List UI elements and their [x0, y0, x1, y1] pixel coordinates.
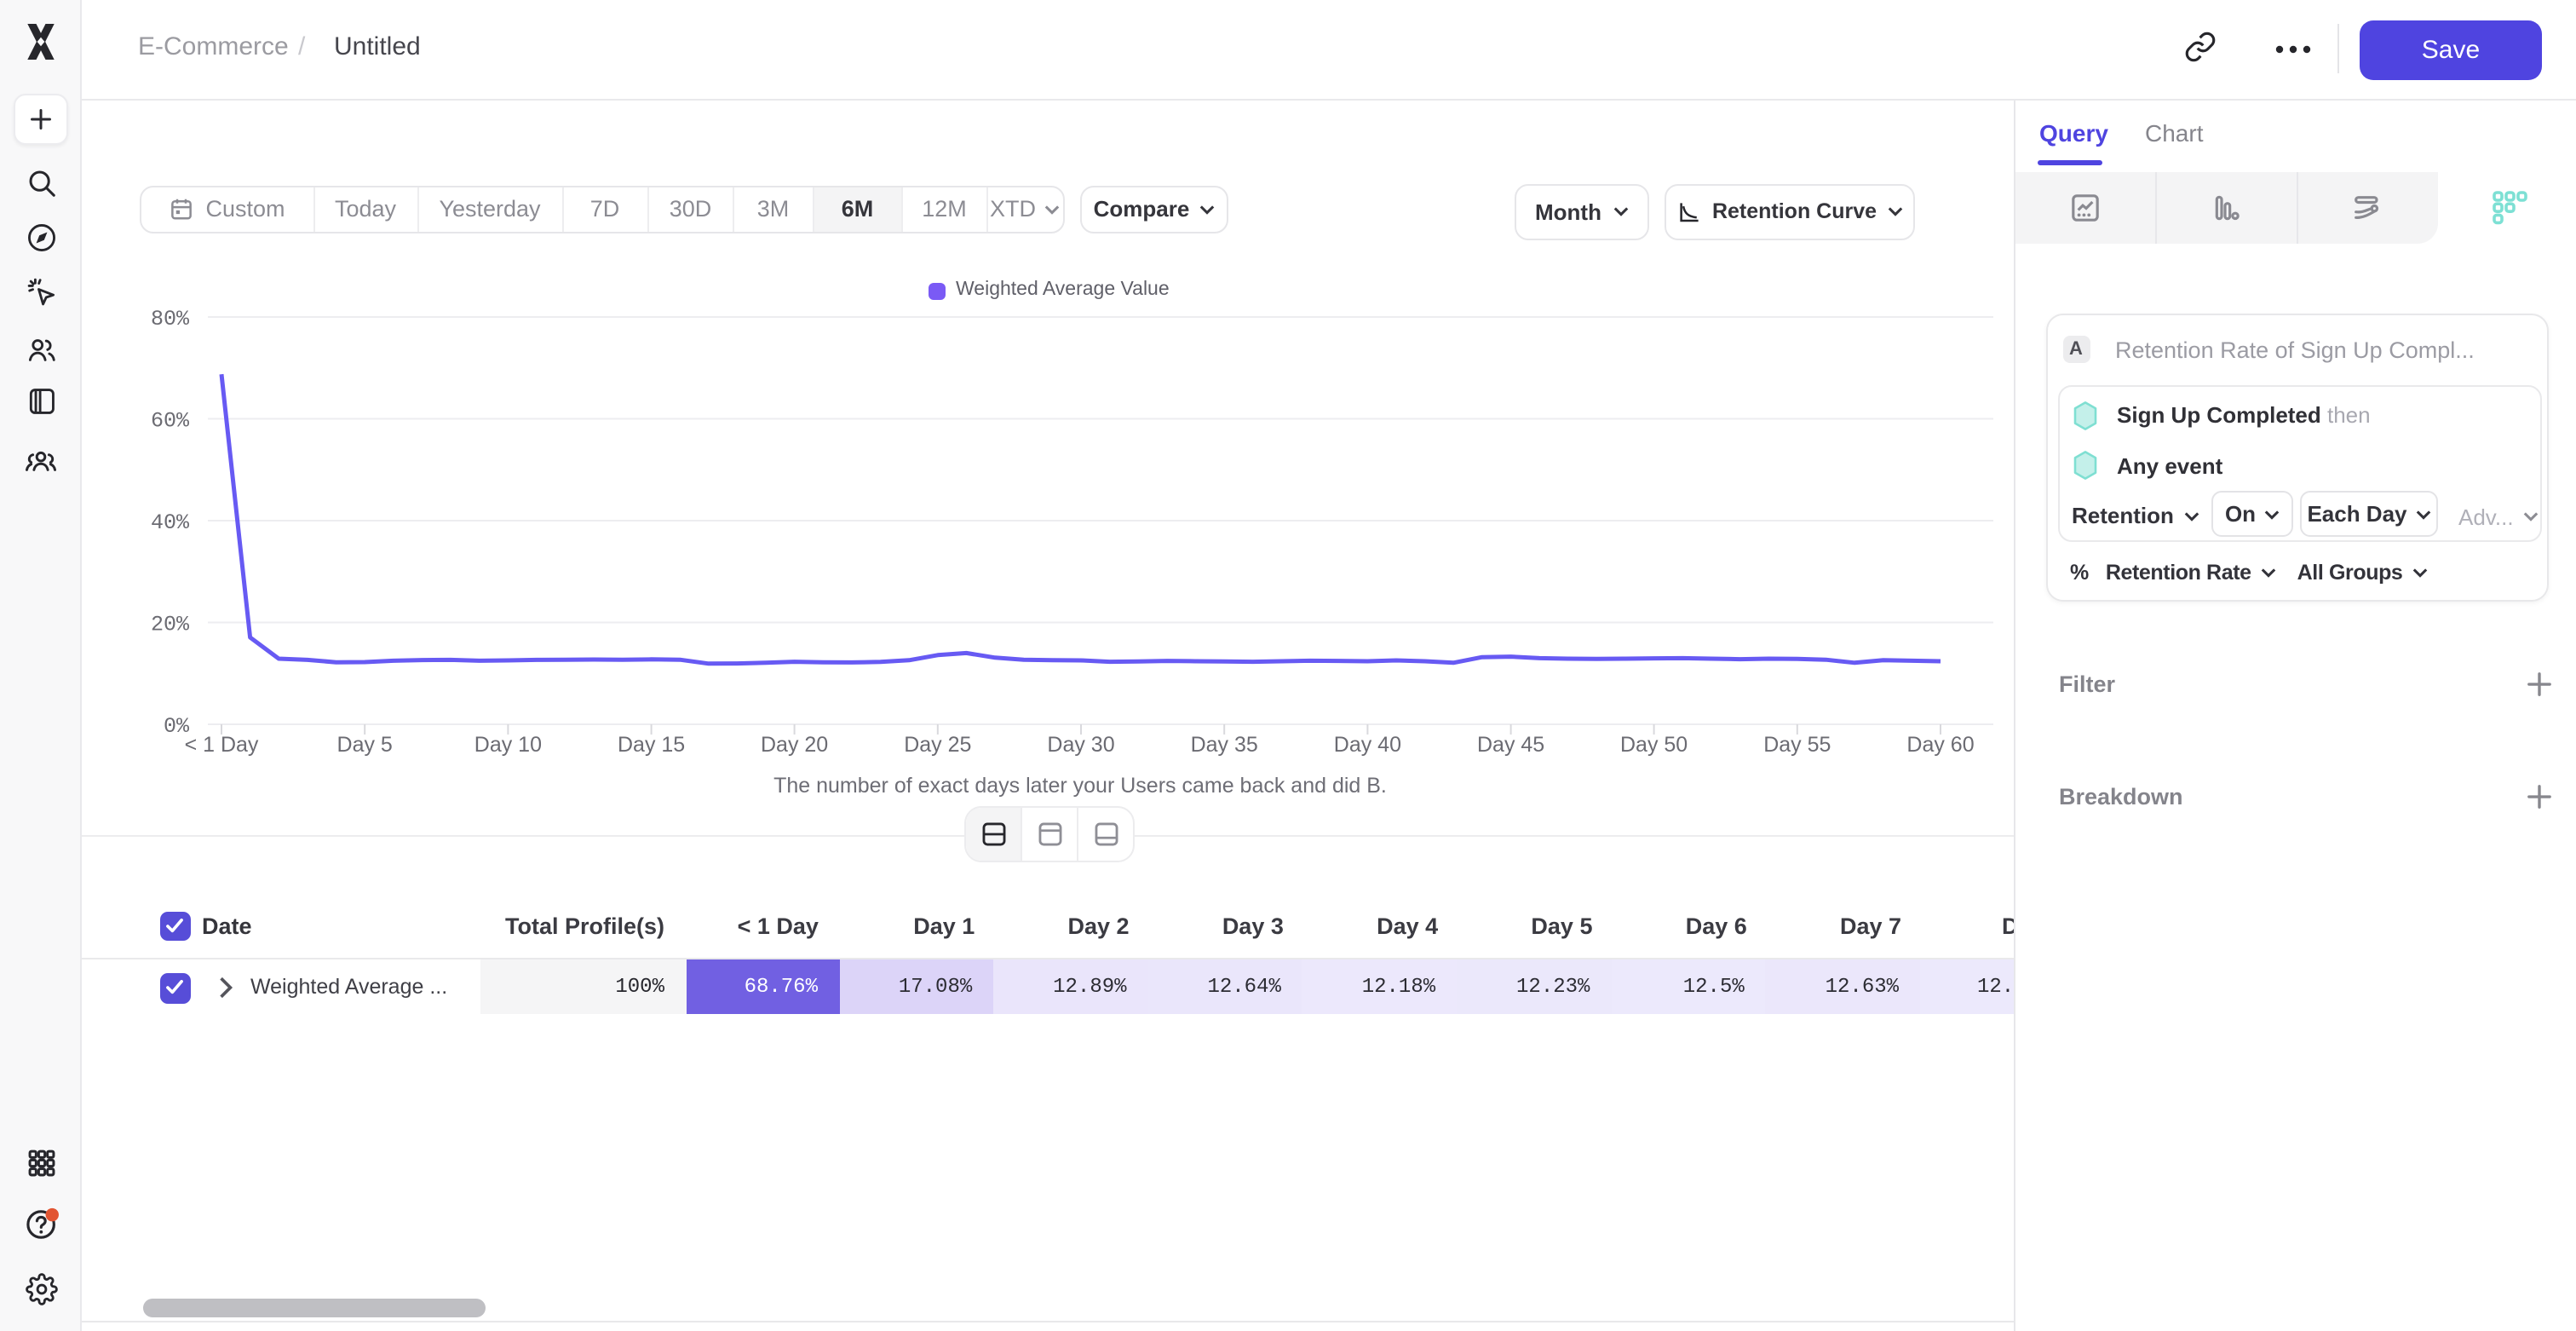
- svg-text:Day 35: Day 35: [1191, 733, 1258, 757]
- svg-text:Day 50: Day 50: [1620, 733, 1688, 757]
- svg-text:Day 20: Day 20: [761, 733, 828, 757]
- svg-text:60%: 60%: [151, 409, 190, 434]
- svg-text:Day 30: Day 30: [1047, 733, 1114, 757]
- svg-text:20%: 20%: [151, 613, 190, 637]
- svg-text:Day 60: Day 60: [1906, 733, 1974, 757]
- svg-text:< 1 Day: < 1 Day: [185, 733, 259, 757]
- svg-text:Day 40: Day 40: [1334, 733, 1401, 757]
- svg-text:Day 55: Day 55: [1763, 733, 1831, 757]
- svg-text:40%: 40%: [151, 510, 190, 535]
- svg-text:Day 45: Day 45: [1477, 733, 1544, 757]
- svg-text:0%: 0%: [164, 714, 190, 739]
- svg-text:Day 15: Day 15: [618, 733, 685, 757]
- svg-text:Day 25: Day 25: [904, 733, 971, 757]
- svg-text:Day 5: Day 5: [337, 733, 393, 757]
- svg-text:Day 10: Day 10: [474, 733, 542, 757]
- svg-text:The number of exact days later: The number of exact days later your User…: [773, 774, 1387, 798]
- svg-text:80%: 80%: [151, 307, 190, 331]
